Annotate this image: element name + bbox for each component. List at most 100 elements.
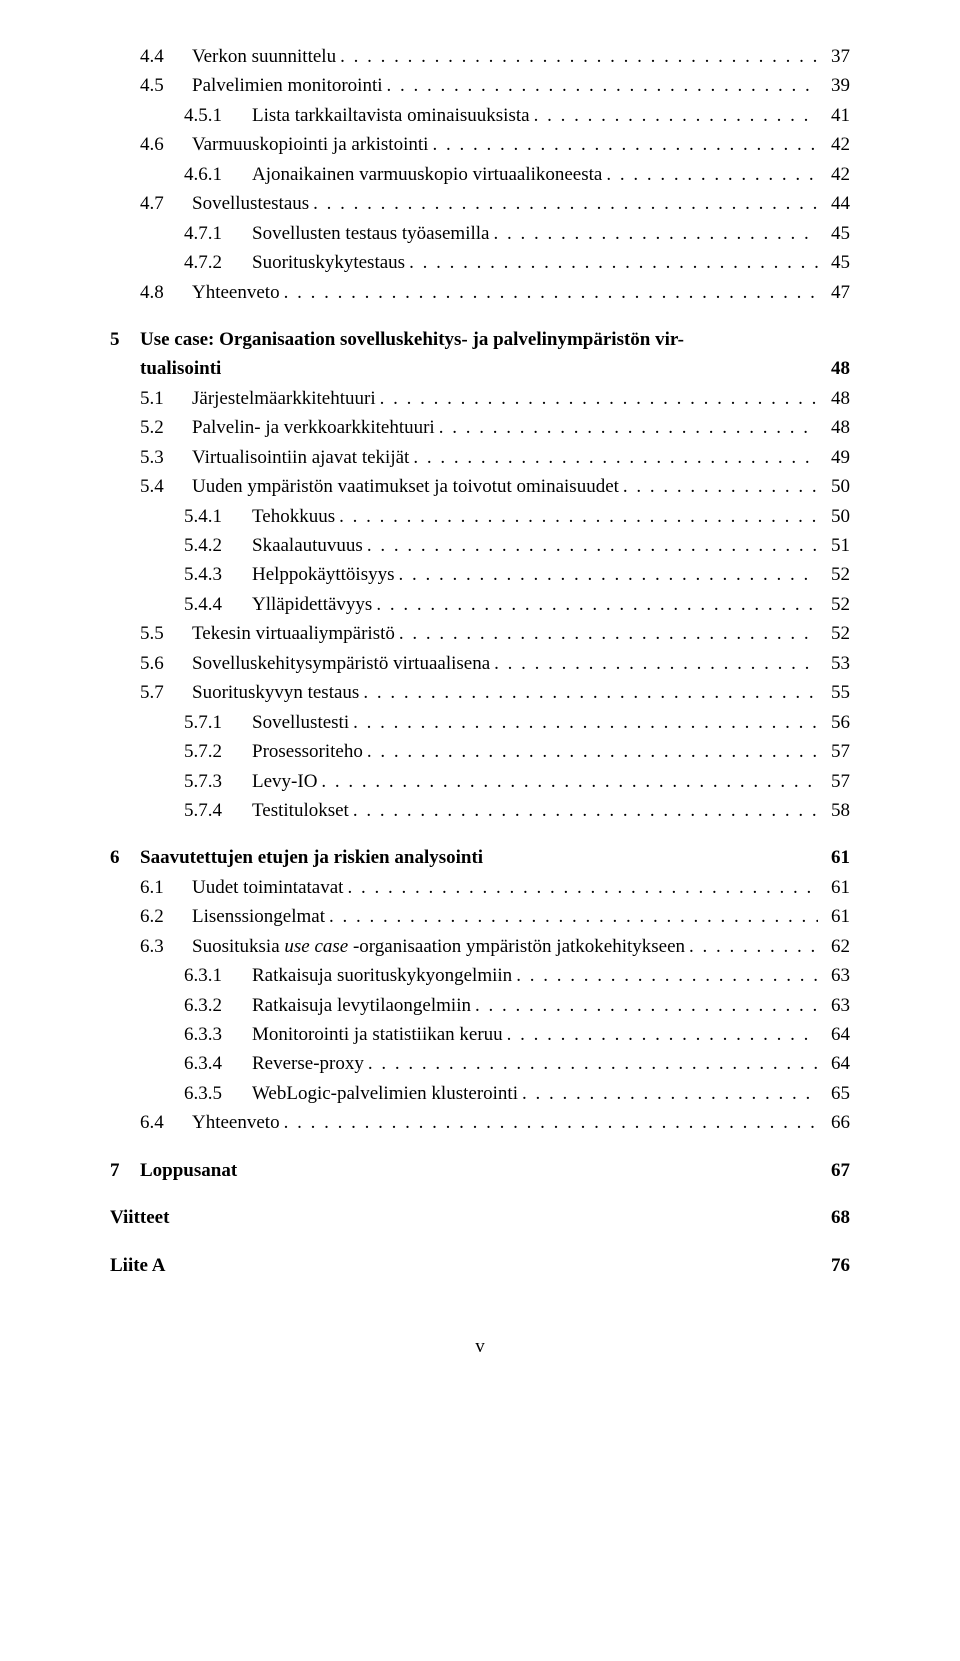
toc-subsection: 6.3.1Ratkaisuja suorituskykyongelmiin63 xyxy=(110,961,850,990)
toc-entry-page: 50 xyxy=(822,502,850,531)
toc-entry-number: 6.3.5 xyxy=(184,1079,252,1108)
toc-subsection: 4.7.1Sovellusten testaus työasemilla45 xyxy=(110,219,850,248)
toc-section: 4.4Verkon suunnittelu37 xyxy=(110,42,850,71)
toc-entry-page: 48 xyxy=(822,384,850,413)
toc-section: 5.1Järjestelmäarkkitehtuuri48 xyxy=(110,384,850,413)
toc-entry-page: 66 xyxy=(822,1108,850,1137)
table-of-contents: 4.4Verkon suunnittelu374.5Palvelimien mo… xyxy=(110,42,850,1280)
toc-entry-number: 4.4 xyxy=(140,42,192,71)
toc-leader-dots xyxy=(409,248,818,277)
toc-section: 4.6Varmuuskopiointi ja arkistointi42 xyxy=(110,130,850,159)
toc-entry-title: Lista tarkkailtavista ominaisuuksista xyxy=(252,101,530,130)
toc-entry-title: Testitulokset xyxy=(252,796,349,825)
toc-leader-dots xyxy=(353,708,818,737)
toc-entry-number: 5.7.4 xyxy=(184,796,252,825)
toc-entry-page: 50 xyxy=(822,472,850,501)
toc-entry-number: 6.3.1 xyxy=(184,961,252,990)
toc-leader-dots xyxy=(522,1079,818,1108)
toc-leader-dots xyxy=(368,1049,818,1078)
toc-entry-page: 57 xyxy=(822,737,850,766)
toc-entry-number: 6.3 xyxy=(140,932,192,961)
toc-subsection: 5.4.2Skaalautuvuus 51 xyxy=(110,531,850,560)
toc-leader-dots xyxy=(494,649,818,678)
toc-entry-title: Skaalautuvuus xyxy=(252,531,363,560)
toc-subsection: 6.3.5WebLogic-palvelimien klusterointi 65 xyxy=(110,1079,850,1108)
toc-entry-title: Loppusanat xyxy=(140,1156,237,1185)
toc-entry-page: 64 xyxy=(822,1020,850,1049)
toc-entry-title: Sovellustestaus xyxy=(192,189,309,218)
toc-entry-number: 5.7.1 xyxy=(184,708,252,737)
toc-entry-title: Lisenssiongelmat xyxy=(192,902,325,931)
toc-entry-title: Ylläpidettävyys xyxy=(252,590,372,619)
toc-leader-dots xyxy=(347,873,818,902)
toc-chapter: 7Loppusanat67 xyxy=(110,1156,850,1185)
toc-subsection: 5.7.4Testitulokset 58 xyxy=(110,796,850,825)
toc-entry-number: 5.6 xyxy=(140,649,192,678)
toc-entry-number: 4.8 xyxy=(140,278,192,307)
toc-leader-dots xyxy=(413,443,818,472)
toc-entry-number: 5 xyxy=(110,325,140,354)
toc-entry-page: 42 xyxy=(822,160,850,189)
toc-entry-title: Prosessoriteho xyxy=(252,737,363,766)
toc-leader-dots xyxy=(432,130,818,159)
toc-entry-number: 5.5 xyxy=(140,619,192,648)
toc-entry-page: 63 xyxy=(822,991,850,1020)
toc-entry-page: 52 xyxy=(822,619,850,648)
toc-entry-number: 5.4.3 xyxy=(184,560,252,589)
toc-entry-page: 47 xyxy=(822,278,850,307)
toc-entry-page: 42 xyxy=(822,130,850,159)
toc-subsection: 4.6.1Ajonaikainen varmuuskopio virtuaali… xyxy=(110,160,850,189)
toc-entry-title: tualisointi xyxy=(140,354,221,383)
toc-entry-number: 6.3.2 xyxy=(184,991,252,1020)
toc-entry-title: Ratkaisuja suorituskykyongelmiin xyxy=(252,961,512,990)
toc-chapter: 5Use case: Organisaation sovelluskehitys… xyxy=(110,325,850,384)
toc-entry-page: 65 xyxy=(822,1079,850,1108)
toc-entry-page: 45 xyxy=(822,248,850,277)
toc-entry-page: 57 xyxy=(822,767,850,796)
toc-section: 5.3Virtualisointiin ajavat tekijät49 xyxy=(110,443,850,472)
toc-entry-title: Sovellusten testaus työasemilla xyxy=(252,219,489,248)
toc-entry-number: 5.7.3 xyxy=(184,767,252,796)
toc-entry-page: 51 xyxy=(822,531,850,560)
toc-leader-dots xyxy=(339,502,818,531)
toc-leader-dots xyxy=(329,902,818,931)
toc-subsection: 5.4.3Helppokäyttöisyys52 xyxy=(110,560,850,589)
toc-entry-page: 39 xyxy=(822,71,850,100)
toc-entry-number: 5.4.2 xyxy=(184,531,252,560)
toc-entry-title: Suorituskykytestaus xyxy=(252,248,405,277)
toc-entry-title: WebLogic-palvelimien klusterointi xyxy=(252,1079,518,1108)
toc-section: 4.5Palvelimien monitorointi39 xyxy=(110,71,850,100)
toc-entry-number: 4.7.1 xyxy=(184,219,252,248)
toc-entry-page: 67 xyxy=(822,1156,850,1185)
toc-leader-dots xyxy=(367,531,818,560)
toc-leader-dots xyxy=(439,413,818,442)
toc-entry-page: 68 xyxy=(822,1203,850,1232)
toc-subsection: 6.3.4Reverse-proxy64 xyxy=(110,1049,850,1078)
toc-entry-number: 4.5 xyxy=(140,71,192,100)
toc-frontmatter: Viitteet 68 xyxy=(110,1203,850,1232)
toc-section: 4.7Sovellustestaus44 xyxy=(110,189,850,218)
toc-entry-page: 44 xyxy=(822,189,850,218)
toc-entry-number: 5.4 xyxy=(140,472,192,501)
toc-leader-dots xyxy=(689,932,818,961)
toc-section: 5.4Uuden ympäristön vaatimukset ja toivo… xyxy=(110,472,850,501)
toc-entry-page: 48 xyxy=(822,354,850,383)
toc-leader-dots xyxy=(507,1020,818,1049)
toc-entry-title: Suosituksia use case -organisaation ympä… xyxy=(192,932,685,961)
toc-entry-page: 58 xyxy=(822,796,850,825)
toc-subsection: 5.4.1Tehokkuus50 xyxy=(110,502,850,531)
toc-entry-page: 64 xyxy=(822,1049,850,1078)
toc-entry-title: Sovelluskehitysympäristö virtuaalisena xyxy=(192,649,490,678)
toc-entry-number: 4.5.1 xyxy=(184,101,252,130)
toc-subsection: 6.3.3Monitorointi ja statistiikan keruu6… xyxy=(110,1020,850,1049)
toc-entry-title: Uuden ympäristön vaatimukset ja toivotut… xyxy=(192,472,619,501)
toc-leader-dots xyxy=(399,560,819,589)
toc-leader-dots xyxy=(493,219,818,248)
toc-leader-dots xyxy=(606,160,818,189)
toc-leader-dots xyxy=(516,961,818,990)
toc-section: 6.2Lisenssiongelmat61 xyxy=(110,902,850,931)
toc-subsection: 4.7.2Suorituskykytestaus45 xyxy=(110,248,850,277)
toc-entry-title: Viitteet xyxy=(110,1203,169,1232)
toc-entry-title: Helppokäyttöisyys xyxy=(252,560,395,589)
toc-entry-title: Järjestelmäarkkitehtuuri xyxy=(192,384,376,413)
